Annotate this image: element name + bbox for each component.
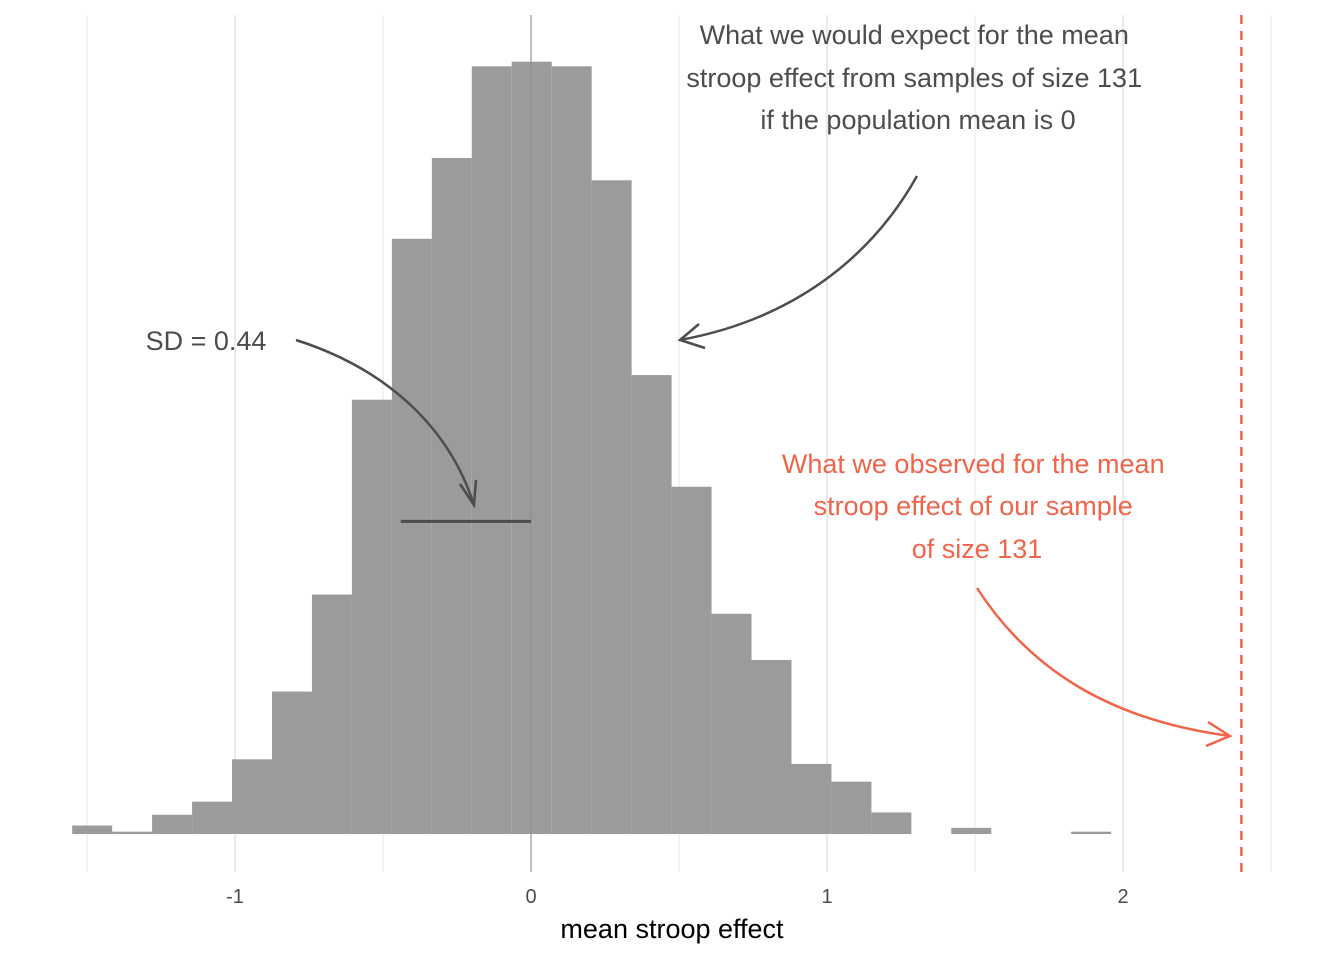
observed-arrowhead [1205, 720, 1233, 748]
histogram-bar [391, 238, 432, 835]
histogram-bar [871, 812, 912, 834]
expected-annotation-line: if the population mean is 0 [760, 105, 1075, 135]
observed-annotation-arrow [975, 587, 1231, 738]
expected-annotation: What we would expect for the mean stroop… [686, 20, 1149, 135]
reference-layer [400, 15, 1243, 876]
histogram-bar [591, 180, 632, 834]
x-tick-label: -1 [226, 886, 244, 908]
histogram-bar [232, 759, 272, 834]
x-tick-label: 0 [525, 886, 536, 908]
histogram-bar [831, 781, 872, 834]
histogram-bar [671, 486, 712, 834]
histogram-bar [431, 157, 472, 834]
sd-annotation: SD = 0.44 [146, 326, 267, 356]
x-axis-title: mean stroop effect [560, 914, 784, 944]
observed-annotation: What we observed for the mean stroop eff… [782, 449, 1172, 564]
histogram-bar [112, 831, 153, 834]
expected-annotation-arrow [679, 175, 919, 342]
sd-arrowhead [458, 479, 478, 509]
observed-annotation-line: of size 131 [912, 534, 1043, 564]
observed-annotation-line: What we observed for the mean [782, 449, 1165, 479]
histogram-bar [711, 613, 752, 834]
histogram-bar [951, 827, 992, 834]
x-tick-label: 1 [821, 886, 832, 908]
histogram-bar [152, 814, 193, 834]
observed-annotation-line: stroop effect of our sample [814, 491, 1133, 521]
histogram-bar [272, 691, 312, 834]
histogram-bar [791, 763, 832, 834]
histogram-bar [72, 825, 113, 834]
histogram-bar [751, 659, 792, 834]
x-tick-label: 2 [1117, 886, 1128, 908]
histogram-bar [311, 594, 352, 834]
histogram-bar [192, 801, 233, 834]
sd-annotation-arrow [295, 338, 476, 506]
x-axis-ticks: -1 0 1 2 [226, 886, 1128, 908]
expected-annotation-line: What we would expect for the mean [700, 20, 1129, 50]
expected-annotation-line: stroop effect from samples of size 131 [686, 63, 1142, 93]
histogram-bar [471, 66, 512, 834]
histogram-bar [631, 375, 672, 834]
histogram-bars [72, 61, 1112, 835]
histogram-bar [551, 66, 592, 834]
expected-arrowhead [677, 323, 706, 350]
histogram-bar [1071, 831, 1112, 834]
histogram-bar [351, 399, 392, 834]
